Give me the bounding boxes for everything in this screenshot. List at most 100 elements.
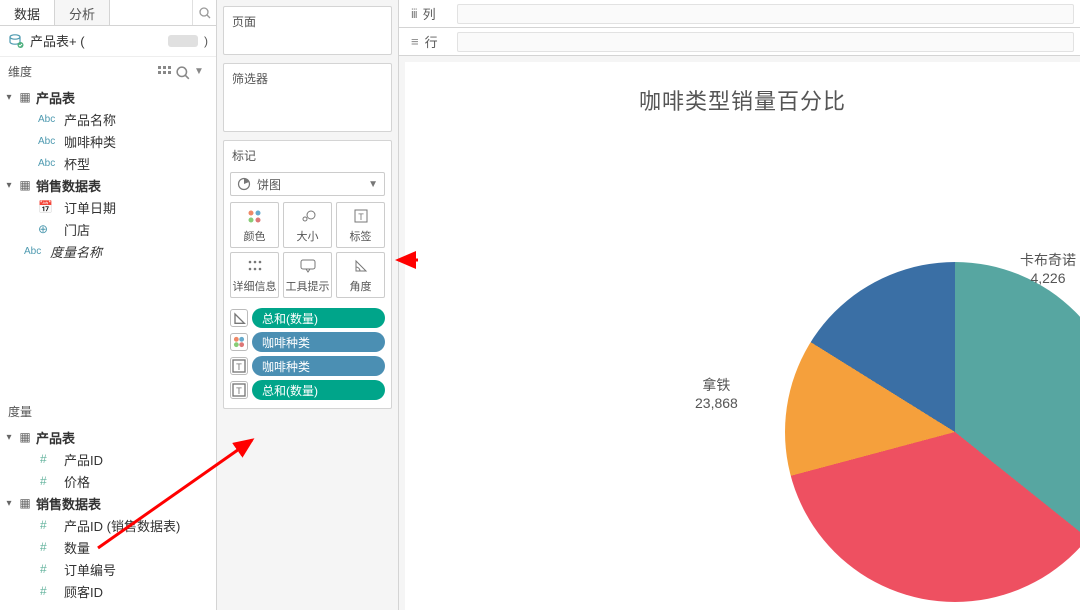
table-row[interactable]: ▾ ▦ 产品表	[0, 426, 216, 448]
pill-type-icon[interactable]: T	[230, 357, 248, 375]
mark-size-button[interactable]: 大小	[283, 202, 332, 248]
dropdown-icon[interactable]: ▼	[194, 66, 208, 78]
pages-card[interactable]: 页面	[223, 6, 392, 55]
btn-label: 工具提示	[286, 278, 330, 294]
table-row[interactable]: ▾ ▦ 销售数据表	[0, 174, 216, 196]
type-num-icon: #	[36, 452, 60, 466]
measures-header: 度量	[0, 397, 216, 424]
field-row[interactable]: ⊕ 门店	[0, 218, 216, 240]
pill-row[interactable]: T 总和(数量)	[230, 380, 385, 400]
field-row[interactable]: #产品ID (销售数据表)	[0, 514, 216, 536]
pill-row[interactable]: 总和(数量)	[230, 308, 385, 328]
table-name: 产品表	[36, 428, 75, 447]
pie-chart[interactable]: 拿铁23,868摩卡19,025美式7,052卡布奇诺4,226	[785, 262, 1080, 602]
field-row[interactable]: Abc度量名称	[0, 240, 216, 262]
mark-angle-button[interactable]: 角度	[336, 252, 385, 298]
pill[interactable]: 咖啡种类	[252, 332, 385, 352]
angle-icon	[352, 257, 370, 275]
caret-icon: ▾	[4, 432, 14, 443]
filters-card[interactable]: 筛选器	[223, 63, 392, 132]
datasource-row[interactable]: 产品表+ ( )	[0, 26, 216, 57]
table-icon: ▦	[18, 430, 32, 444]
field-row[interactable]: #订单编号	[0, 558, 216, 580]
field-label: 订单日期	[64, 198, 116, 217]
field-row[interactable]: #产品ID	[0, 448, 216, 470]
table-row[interactable]: ▾ ▦ 销售数据表	[0, 492, 216, 514]
caret-icon: ▾	[4, 92, 14, 103]
field-row[interactable]: Abc 产品名称	[0, 108, 216, 130]
table-name: 销售数据表	[36, 494, 101, 513]
field-row[interactable]: 📅 订单日期	[0, 196, 216, 218]
pill[interactable]: 总和(数量)	[252, 380, 385, 400]
view-grid-icon[interactable]	[158, 66, 172, 78]
caret-icon: ▾	[4, 180, 14, 191]
columns-shelf[interactable]: iii 列	[399, 0, 1080, 28]
type-num-icon: #	[36, 474, 60, 488]
mark-tooltip-button[interactable]: 工具提示	[283, 252, 332, 298]
field-row[interactable]: #数量	[0, 536, 216, 558]
pie-label: 拿铁23,868	[695, 377, 738, 412]
visualization: 咖啡类型销量百分比 拿铁23,868摩卡19,025美式7,052卡布奇诺4,2…	[405, 62, 1080, 610]
mark-color-button[interactable]: 颜色	[230, 202, 279, 248]
rows-icon: ≡	[411, 34, 419, 49]
type-abc-icon: Abc	[36, 158, 60, 169]
rows-shelf[interactable]: ≡ 行	[399, 28, 1080, 56]
card-title: 页面	[224, 7, 391, 36]
label-icon: T	[352, 207, 370, 225]
search-field-icon[interactable]	[176, 66, 190, 78]
measures-title: 度量	[8, 403, 32, 420]
pill-row[interactable]: T 咖啡种类	[230, 356, 385, 376]
table-icon: ▦	[18, 178, 32, 192]
field-label: 产品名称	[64, 110, 116, 129]
search-icon[interactable]	[192, 0, 216, 25]
table-icon: ▦	[18, 90, 32, 104]
field-label: 杯型	[64, 154, 90, 173]
tab-analysis[interactable]: 分析	[55, 0, 110, 25]
table-name: 销售数据表	[36, 176, 101, 195]
field-label: 价格	[64, 472, 90, 491]
field-row[interactable]: Abc 杯型	[0, 152, 216, 174]
tab-data[interactable]: 数据	[0, 0, 55, 25]
card-title: 筛选器	[224, 64, 391, 93]
mark-type-select[interactable]: 饼图 ▼	[230, 172, 385, 196]
detail-icon	[246, 257, 264, 275]
field-row[interactable]: # 价格	[0, 470, 216, 492]
svg-text:T: T	[236, 386, 242, 396]
field-label: 产品ID (销售数据表)	[64, 516, 180, 535]
svg-text:T: T	[236, 362, 242, 372]
pill-type-icon[interactable]: T	[230, 381, 248, 399]
size-icon	[299, 207, 317, 225]
mark-label-button[interactable]: T 标签	[336, 202, 385, 248]
shelf-label: 列	[423, 4, 436, 23]
pill[interactable]: 咖啡种类	[252, 356, 385, 376]
field-row[interactable]: #顾客ID	[0, 580, 216, 602]
field-row[interactable]: Abc咖啡种类	[0, 130, 216, 152]
pill-type-icon[interactable]	[230, 309, 248, 327]
field-label: 数量	[64, 538, 90, 557]
pie-label: 卡布奇诺4,226	[1020, 252, 1076, 287]
type-abc-icon: Abc	[36, 136, 60, 147]
mark-detail-button[interactable]: 详细信息	[230, 252, 279, 298]
card-title: 标记	[224, 141, 391, 170]
pill[interactable]: 总和(数量)	[252, 308, 385, 328]
chart-title[interactable]: 咖啡类型销量百分比	[405, 84, 1080, 116]
table-icon: ▦	[18, 496, 32, 510]
redacted-text	[168, 35, 198, 47]
field-label: 门店	[64, 220, 90, 239]
btn-label: 角度	[350, 278, 372, 294]
table-row[interactable]: ▾ ▦ 产品表	[0, 86, 216, 108]
type-geo-icon: ⊕	[36, 222, 60, 236]
shelf-drop[interactable]	[457, 32, 1074, 52]
datasource-name: 产品表+ (	[30, 31, 85, 50]
type-date-icon: 📅	[36, 200, 60, 214]
pill-type-icon[interactable]	[230, 333, 248, 351]
btn-label: 标签	[350, 228, 372, 244]
shelf-label: 行	[425, 32, 438, 51]
shelf-drop[interactable]	[457, 4, 1074, 24]
type-abc-icon: Abc	[36, 114, 60, 125]
pie-graphic	[785, 262, 1080, 602]
btn-label: 详细信息	[233, 278, 277, 294]
data-pane: 数据 分析 产品表+ ( ) 维度 ▼ ▾ ▦	[0, 0, 217, 610]
table-name: 产品表	[36, 88, 75, 107]
pill-row[interactable]: 咖啡种类	[230, 332, 385, 352]
